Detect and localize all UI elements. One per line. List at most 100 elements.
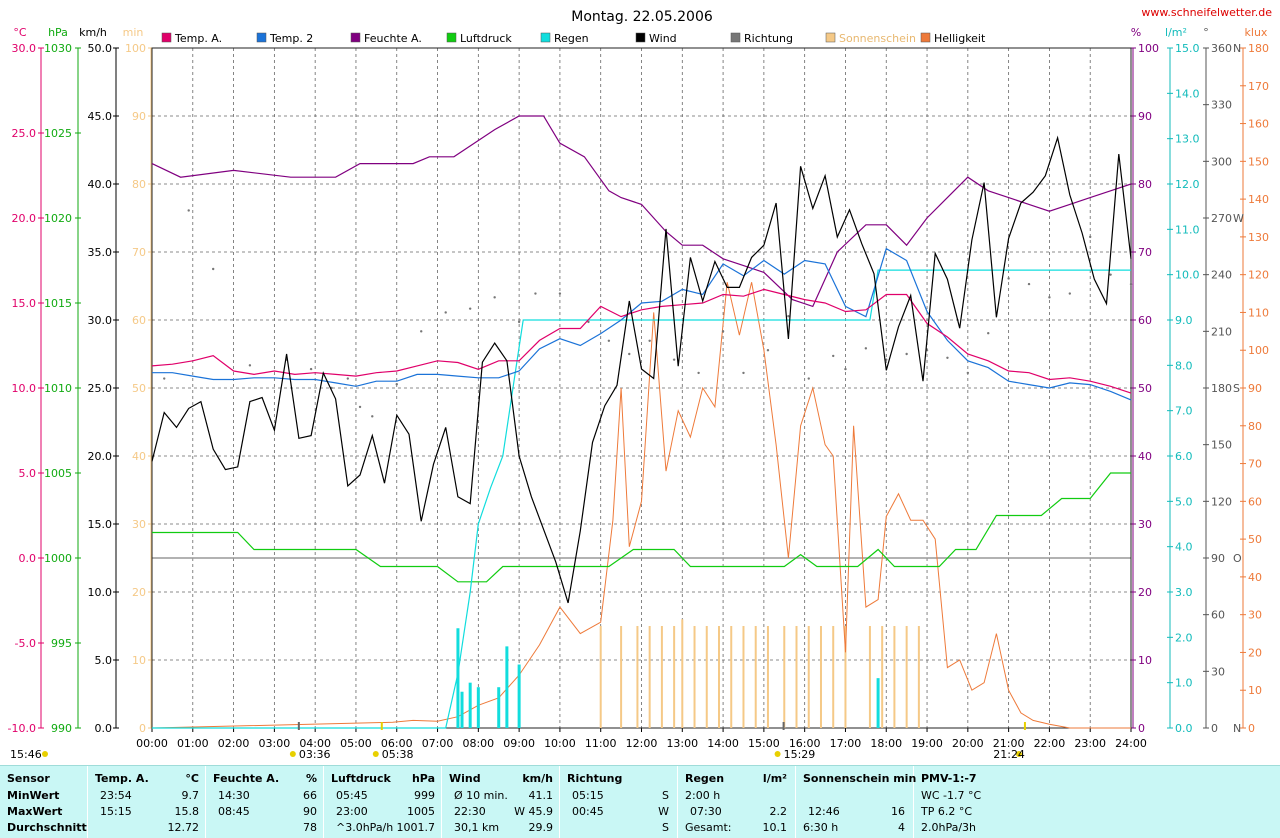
direction-point <box>987 332 990 335</box>
axis-tick-label-temp: 5.0 <box>19 467 37 480</box>
axis-tick-label-sun: 100 <box>125 42 146 55</box>
axis-unit-humidity: % <box>1131 26 1141 39</box>
axis-unit-direction: ° <box>1203 26 1209 39</box>
axis-tick-label-humidity: 70 <box>1138 246 1152 259</box>
temp-max-value: 15.8 <box>174 805 200 818</box>
axis-tick-label-lux: 70 <box>1248 458 1262 471</box>
direction-point <box>444 311 447 314</box>
stats-panel: Sensor MinWert MaxWert Durchschnitt Temp… <box>0 765 1280 838</box>
axis-tick-label-direction: 270 <box>1211 212 1232 225</box>
axis-tick-label-direction: 180 <box>1211 382 1232 395</box>
direction-point <box>587 320 590 324</box>
direction-point <box>1068 292 1072 295</box>
direction-point <box>966 371 970 375</box>
axis-tick-label-pressure: 1000 <box>44 552 72 565</box>
legend-label-temp_2: Temp. 2 <box>269 32 313 45</box>
axis-tick-label-temp: 0.0 <box>19 552 37 565</box>
feuchte-max-time: 08:45 <box>218 805 250 818</box>
pmv-windchill: WC -1.7 °C <box>921 789 982 802</box>
direction-point <box>885 358 888 361</box>
legend: Temp. A. Temp. 2 Feuchte A. Luftdruck Regen W… <box>161 32 986 45</box>
legend-label-luftdruck: Luftdruck <box>460 32 512 45</box>
regen-header: Regen <box>685 772 725 785</box>
axis-unit-pressure: hPa <box>48 26 68 39</box>
direction-point <box>946 356 949 359</box>
legend-label-temp_a: Temp. A. <box>174 32 222 45</box>
axis-tick-label-humidity: 90 <box>1138 110 1152 123</box>
stats-col-richtung: Richtung 05:15 S 00:45 W S <box>560 766 678 838</box>
wind-header: Wind <box>449 772 481 785</box>
axis-unit-sun: min <box>123 26 144 39</box>
direction-point <box>346 377 349 380</box>
axis-tick-label-sun: 70 <box>132 246 146 259</box>
axis-tick-label-lux: 160 <box>1248 118 1269 131</box>
axis-tick-label-lux: 150 <box>1248 155 1269 168</box>
chart-title: Montag. 22.05.2006 <box>571 9 713 25</box>
site-url[interactable]: www.schneifelwetter.de <box>1141 6 1272 19</box>
temp-min-value: 9.7 <box>181 789 200 802</box>
axis-tick-label-temp: -10.0 <box>8 722 36 735</box>
stats-col-regen: Regen l/m² 2:00 h 07:30 2.2 Gesamt: 10.1 <box>678 766 796 838</box>
axis-unit-temp: °C <box>13 26 27 39</box>
axis-tick-label-wind: 30.0 <box>88 314 113 327</box>
wind-avg-value: 29.9 <box>528 821 554 834</box>
legend-swatch-feuchte <box>350 32 361 43</box>
compass-label: W <box>1233 212 1244 225</box>
x-tick-label: 14:00 <box>707 737 739 750</box>
direction-point <box>905 352 908 356</box>
pmv-header: PMV-1:-7 <box>921 772 977 785</box>
x-tick-label: 17:00 <box>830 737 862 750</box>
axis-tick-label-wind: 5.0 <box>95 654 113 667</box>
x-tick-label: 07:00 <box>422 737 454 750</box>
direction-point <box>371 415 374 418</box>
axis-tick-label-lux: 170 <box>1248 80 1269 93</box>
x-tick-label: 20:00 <box>952 737 984 750</box>
direction-point <box>468 307 472 310</box>
axis-tick-label-lux: 50 <box>1248 533 1262 546</box>
axis-tick-label-lux: 30 <box>1248 609 1262 622</box>
axis-tick-label-sun: 20 <box>132 586 146 599</box>
axis-tick-label-rain: 13.0 <box>1175 133 1200 146</box>
compass-label: S <box>1233 382 1240 395</box>
stats-col-luftdruck: Luftdruck hPa 05:45 999 23:00 1005 ^3.0h… <box>324 766 442 838</box>
x-tick-label: 23:00 <box>1074 737 1106 750</box>
x-tick-label: 16:00 <box>789 737 821 750</box>
legend-swatch-temp_2 <box>256 32 267 43</box>
axis-tick-label-pressure: 995 <box>51 637 72 650</box>
temp-header: Temp. A. <box>95 772 149 785</box>
axis-tick-label-sun: 10 <box>132 654 146 667</box>
compass-label: N <box>1233 722 1241 735</box>
wind-max-time: 22:30 <box>454 805 486 818</box>
stats-col-temp: Temp. A. °C 23:54 9.7 15:15 15.8 12.72 <box>88 766 206 838</box>
axis-tick-label-temp: 25.0 <box>12 127 37 140</box>
direction-point <box>1007 277 1010 280</box>
axis-tick-label-lux: 110 <box>1248 306 1269 319</box>
luftdruck-max-time: 23:00 <box>336 805 368 818</box>
axis-tick-label-direction: 0 <box>1211 722 1218 735</box>
feuchte-avg-value: 78 <box>303 821 317 834</box>
luftdruck-min-time: 05:45 <box>336 789 368 802</box>
axis-tick-label-wind: 0.0 <box>95 722 113 735</box>
axis-tick-label-pressure: 1015 <box>44 297 72 310</box>
direction-point <box>558 292 562 295</box>
x-tick-label: 06:00 <box>381 737 413 750</box>
legend-label-richtung: Richtung <box>744 32 793 45</box>
axis-tick-label-humidity: 40 <box>1138 450 1152 463</box>
axis-tick-label-rain: 5.0 <box>1175 495 1193 508</box>
luftdruck-header: Luftdruck <box>331 772 391 785</box>
axis-tick-label-direction: 300 <box>1211 155 1232 168</box>
temp-avg-value: 12.72 <box>167 821 200 834</box>
axis-tick-label-pressure: 1010 <box>44 382 72 395</box>
sensor-header: Sensor <box>7 772 50 785</box>
axis-tick-label-rain: 8.0 <box>1175 359 1193 372</box>
direction-point <box>1109 273 1112 276</box>
luftdruck-min-value: 999 <box>414 789 435 802</box>
sonne-duration: 6:30 h <box>803 821 839 834</box>
axis-tick-label-humidity: 10 <box>1138 654 1152 667</box>
direction-point <box>534 292 537 295</box>
moon-icon <box>774 751 781 757</box>
series-line-temp_a <box>151 288 1132 394</box>
axis-tick-label-rain: 14.0 <box>1175 87 1200 100</box>
direction-point <box>517 320 521 324</box>
axis-tick-label-sun: 80 <box>132 178 146 191</box>
